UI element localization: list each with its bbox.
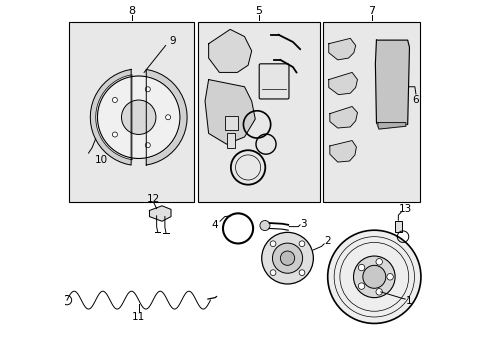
Text: 10: 10 — [94, 155, 107, 165]
Circle shape — [145, 87, 150, 92]
Polygon shape — [329, 140, 356, 162]
Polygon shape — [204, 80, 255, 144]
Circle shape — [280, 251, 294, 265]
Circle shape — [299, 270, 304, 275]
Bar — [69, 22, 194, 202]
Circle shape — [261, 232, 313, 284]
Circle shape — [165, 115, 170, 120]
Text: 5: 5 — [255, 6, 262, 16]
Polygon shape — [208, 30, 251, 72]
Circle shape — [270, 241, 275, 247]
Text: 12: 12 — [146, 194, 160, 204]
Polygon shape — [328, 72, 357, 95]
Circle shape — [270, 270, 275, 275]
Text: 3: 3 — [300, 219, 306, 229]
Circle shape — [112, 132, 117, 137]
Circle shape — [121, 100, 156, 134]
Circle shape — [145, 143, 150, 148]
Circle shape — [358, 283, 364, 289]
Text: 4: 4 — [211, 220, 218, 230]
Circle shape — [362, 265, 385, 288]
Circle shape — [358, 264, 364, 271]
Circle shape — [272, 243, 302, 273]
Text: 9: 9 — [169, 36, 176, 46]
Circle shape — [327, 230, 420, 323]
FancyBboxPatch shape — [259, 64, 288, 99]
Circle shape — [97, 76, 180, 158]
Polygon shape — [375, 40, 408, 128]
Text: 13: 13 — [398, 204, 412, 214]
Text: 1: 1 — [406, 296, 412, 306]
Bar — [394, 221, 401, 232]
Circle shape — [112, 98, 117, 103]
Circle shape — [375, 258, 382, 265]
Text: 8: 8 — [128, 6, 135, 16]
Circle shape — [386, 274, 392, 280]
Circle shape — [353, 256, 394, 298]
Circle shape — [260, 221, 269, 230]
Text: 11: 11 — [132, 312, 145, 322]
Bar — [323, 22, 419, 202]
Polygon shape — [329, 107, 357, 128]
Bar — [198, 22, 319, 202]
Polygon shape — [90, 69, 132, 165]
Bar — [227, 134, 235, 148]
Text: 6: 6 — [412, 95, 418, 105]
Polygon shape — [377, 123, 405, 129]
Polygon shape — [328, 39, 355, 60]
Bar — [224, 116, 238, 130]
Text: 7: 7 — [367, 6, 375, 16]
Text: 2: 2 — [324, 236, 330, 246]
Polygon shape — [149, 206, 171, 221]
Polygon shape — [145, 69, 187, 165]
Circle shape — [299, 241, 304, 247]
Circle shape — [375, 289, 382, 295]
